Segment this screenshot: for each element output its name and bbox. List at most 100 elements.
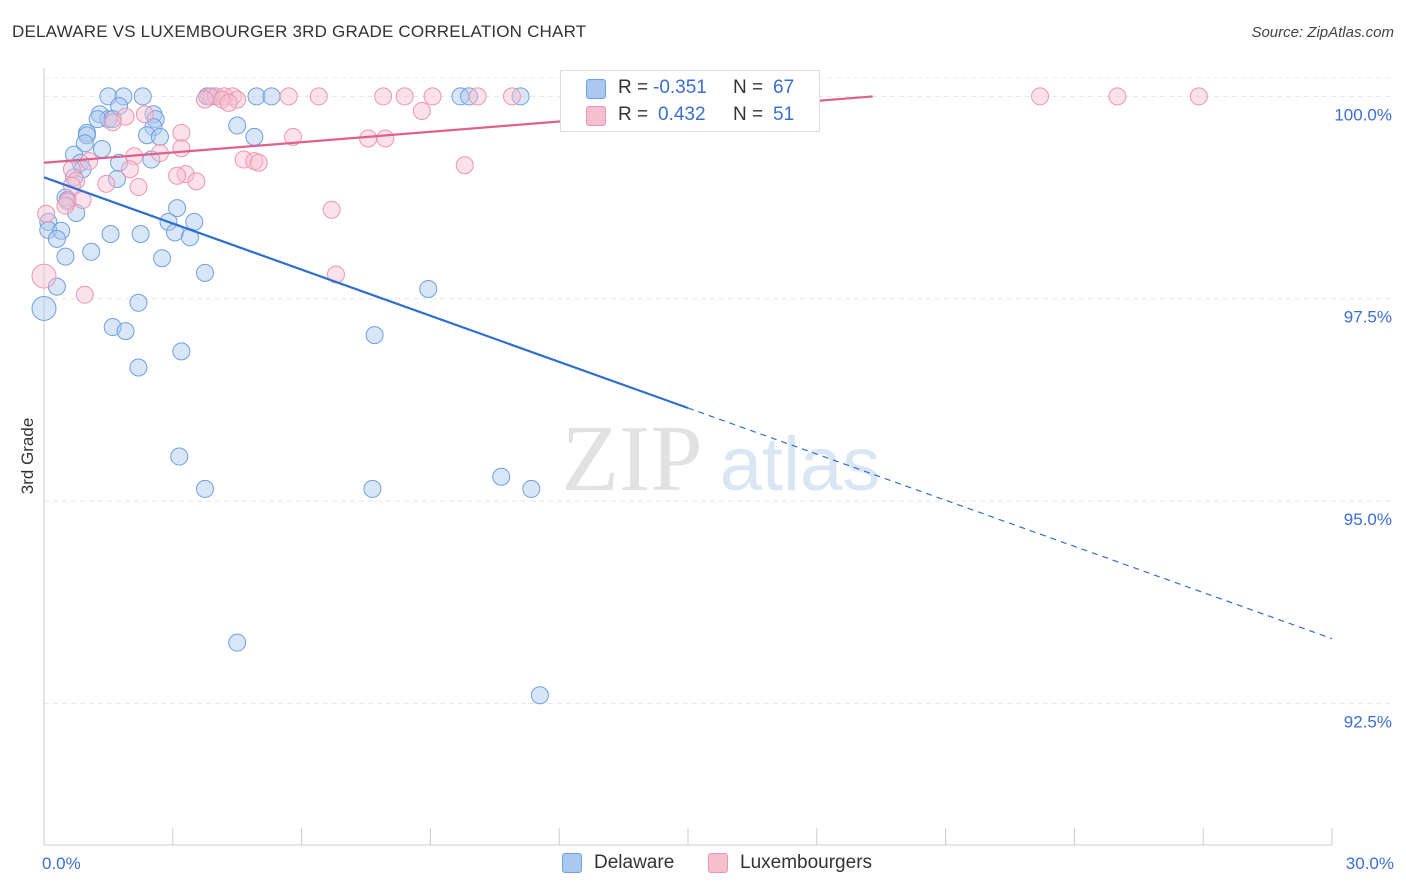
chart-title: DELAWARE VS LUXEMBOURGER 3RD GRADE CORRE…	[12, 22, 587, 41]
grid-layer	[44, 77, 1392, 704]
delaware-point[interactable]	[101, 224, 120, 243]
luxembourgers-point[interactable]	[359, 129, 378, 148]
trend-layer	[43, 95, 1333, 640]
delaware-r-label: R =	[618, 77, 649, 98]
delaware-point[interactable]	[522, 479, 541, 498]
y-axis-label: 3rd Grade	[18, 418, 37, 495]
luxembourgers-point[interactable]	[468, 87, 487, 106]
delaware-point[interactable]	[196, 479, 214, 498]
luxembourgers-point[interactable]	[172, 139, 191, 158]
delaware-point[interactable]	[129, 358, 148, 377]
luxembourgers-point[interactable]	[37, 204, 56, 223]
luxembourgers-point[interactable]	[135, 105, 154, 124]
luxembourgers-point[interactable]	[80, 152, 99, 171]
luxembourgers-point[interactable]	[219, 93, 238, 112]
luxembourgers-point[interactable]	[279, 87, 298, 106]
luxembourgers-point[interactable]	[249, 153, 268, 172]
legend-delaware-swatch	[562, 853, 582, 873]
delaware-point[interactable]	[107, 169, 126, 188]
luxembourgers-swatch	[586, 106, 606, 126]
luxembourgers-point[interactable]	[502, 87, 521, 106]
luxembourgers-point[interactable]	[322, 200, 341, 219]
delaware-point[interactable]	[92, 140, 111, 159]
luxembourgers-point[interactable]	[374, 87, 393, 106]
legend-delaware-label: Delaware	[594, 852, 675, 873]
luxembourgers-point[interactable]	[129, 178, 148, 197]
delaware-point[interactable]	[88, 110, 107, 129]
y-tick-label: 95.0%	[1344, 510, 1392, 529]
delaware-point[interactable]	[47, 229, 66, 248]
delaware-point[interactable]	[110, 153, 129, 172]
chart-legend: Delaware Luxembourgers	[0, 848, 1406, 880]
delaware-point[interactable]	[228, 116, 247, 135]
luxembourgers-point[interactable]	[97, 174, 116, 193]
delaware-point[interactable]	[168, 199, 187, 218]
delaware-point[interactable]	[75, 134, 94, 153]
legend-item-luxembourgers[interactable]: Luxembourgers	[708, 852, 872, 874]
delaware-point[interactable]	[31, 295, 57, 321]
luxembourgers-point[interactable]	[187, 172, 206, 191]
y-tick-label: 92.5%	[1344, 712, 1392, 731]
delaware-point[interactable]	[138, 126, 157, 145]
delaware-trendline-extension	[687, 407, 1333, 640]
luxembourgers-point[interactable]	[455, 156, 474, 175]
delaware-point[interactable]	[47, 277, 66, 296]
luxembourgers-point[interactable]	[75, 285, 94, 304]
delaware-point[interactable]	[185, 212, 204, 231]
luxembourgers-point[interactable]	[412, 101, 431, 120]
luxembourgers-point[interactable]	[168, 166, 187, 185]
luxembourgers-point[interactable]	[31, 263, 57, 289]
watermark-zip: ZIP	[562, 407, 703, 511]
luxembourgers-point[interactable]	[103, 113, 122, 132]
luxembourgers-point[interactable]	[120, 160, 139, 179]
delaware-trendline	[43, 176, 689, 410]
luxembourgers-point[interactable]	[196, 90, 214, 109]
stats-box: R = -0.351 N = 67 R = 0.432 N = 51	[560, 70, 820, 132]
delaware-point[interactable]	[82, 242, 101, 261]
luxembourgers-point[interactable]	[1108, 87, 1127, 106]
luxembourgers-point[interactable]	[284, 127, 303, 146]
delaware-point[interactable]	[170, 447, 189, 466]
delaware-point[interactable]	[492, 467, 511, 486]
watermark-atlas: atlas	[720, 422, 881, 507]
delaware-swatch	[586, 79, 606, 99]
delaware-r-value: -0.351	[653, 77, 707, 98]
luxembourgers-point[interactable]	[395, 87, 414, 106]
delaware-point[interactable]	[114, 87, 133, 106]
legend-item-delaware[interactable]: Delaware	[562, 852, 674, 874]
delaware-point[interactable]	[363, 479, 382, 498]
delaware-point[interactable]	[153, 249, 172, 268]
delaware-point[interactable]	[419, 280, 438, 299]
delaware-point[interactable]	[245, 127, 264, 146]
delaware-point[interactable]	[247, 87, 266, 106]
delaware-point[interactable]	[228, 633, 247, 652]
x-tick-label: 0.0%	[42, 854, 81, 873]
luxembourgers-point[interactable]	[423, 87, 442, 106]
delaware-point[interactable]	[52, 221, 71, 240]
luxembourgers-point[interactable]	[172, 123, 191, 142]
delaware-point[interactable]	[530, 686, 549, 705]
stats-row-delaware: R = -0.351 N = 67	[561, 75, 819, 101]
luxembourgers-point[interactable]	[376, 129, 395, 148]
luxembourgers-n-value: 51	[773, 104, 795, 125]
labels-layer: 100.0% 97.5% 95.0% 92.5% 0.0% 30.0%	[42, 105, 1394, 873]
delaware-n-label: N =	[733, 77, 764, 98]
delaware-point[interactable]	[56, 247, 75, 266]
y-tick-label: 97.5%	[1344, 308, 1392, 327]
delaware-point[interactable]	[365, 326, 384, 345]
delaware-n-value: 67	[773, 77, 795, 98]
stats-row-luxembourgers: R = 0.432 N = 51	[561, 102, 819, 128]
luxembourgers-point[interactable]	[56, 196, 75, 215]
delaware-point[interactable]	[131, 224, 150, 243]
delaware-point[interactable]	[150, 127, 169, 146]
delaware-point[interactable]	[172, 342, 191, 361]
luxembourgers-point[interactable]	[1189, 87, 1208, 106]
delaware-point[interactable]	[133, 87, 152, 106]
luxembourgers-point[interactable]	[1031, 87, 1050, 106]
delaware-point[interactable]	[262, 87, 281, 106]
axis-layer	[43, 68, 1333, 846]
delaware-point[interactable]	[129, 293, 148, 312]
delaware-point[interactable]	[116, 322, 135, 341]
luxembourgers-point[interactable]	[309, 87, 328, 106]
delaware-point[interactable]	[196, 263, 214, 282]
